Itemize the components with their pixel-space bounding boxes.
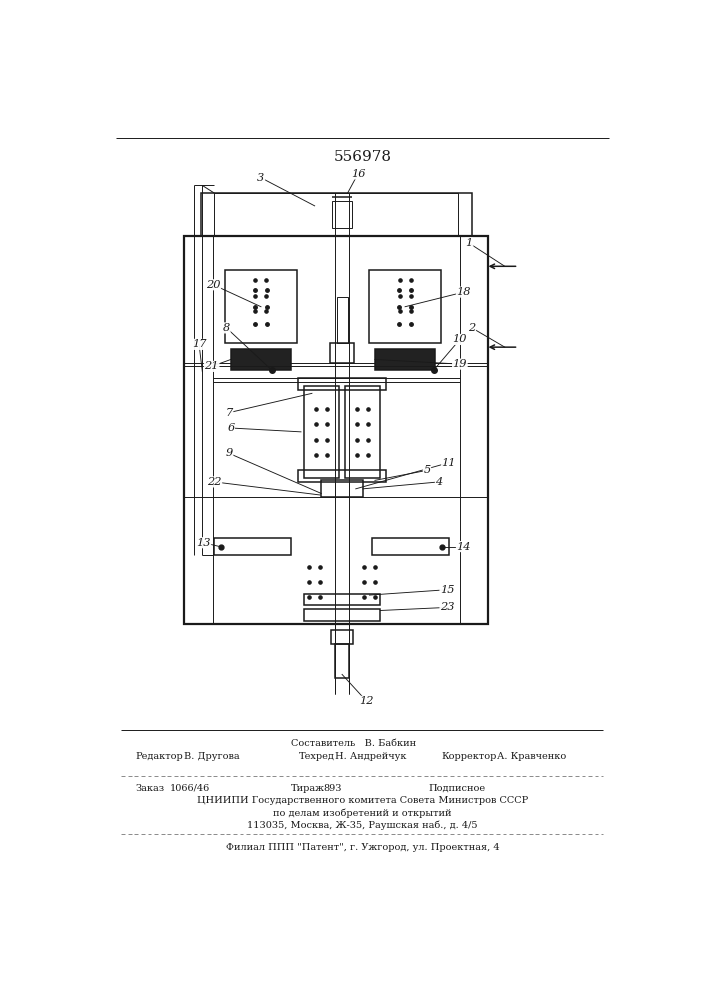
Text: 2: 2	[468, 323, 476, 333]
Bar	[214, 538, 291, 555]
Bar	[332, 201, 352, 228]
Bar	[304, 594, 380, 605]
Text: 14: 14	[457, 542, 471, 552]
Text: 6: 6	[227, 423, 235, 433]
Text: Техред: Техред	[299, 752, 335, 761]
Text: 4: 4	[436, 477, 443, 487]
Bar	[375, 349, 436, 370]
Text: 21: 21	[204, 361, 219, 371]
Bar	[345, 386, 380, 478]
Text: 18: 18	[457, 287, 471, 297]
Bar	[201, 193, 472, 235]
Bar	[226, 270, 297, 343]
Text: 1: 1	[465, 238, 473, 248]
Text: 556978: 556978	[333, 150, 392, 164]
Bar	[330, 343, 354, 363]
Bar	[304, 386, 339, 478]
Text: 3: 3	[257, 173, 264, 183]
Bar	[185, 235, 489, 624]
Text: 9: 9	[226, 448, 233, 458]
Text: 10: 10	[452, 334, 467, 344]
Bar	[214, 193, 458, 235]
Text: Составитель   В. Бабкин: Составитель В. Бабкин	[291, 739, 416, 748]
Text: Н. Андрейчук: Н. Андрейчук	[335, 752, 407, 761]
Text: Корректор: Корректор	[442, 752, 497, 761]
Bar	[372, 538, 449, 555]
Text: 893: 893	[323, 784, 341, 793]
Text: Подписное: Подписное	[428, 784, 485, 793]
Text: по делам изобретений и открытий: по делам изобретений и открытий	[273, 808, 452, 818]
Bar	[335, 644, 349, 678]
Text: 16: 16	[351, 169, 366, 179]
Text: В. Другова: В. Другова	[185, 752, 240, 761]
Bar	[298, 378, 386, 389]
Text: Заказ: Заказ	[135, 784, 164, 793]
Text: 19: 19	[452, 359, 467, 369]
Text: А. Кравченко: А. Кравченко	[496, 752, 566, 761]
Text: ЦНИИПИ Государственного комитета Совета Министров СССР: ЦНИИПИ Государственного комитета Совета …	[197, 796, 528, 805]
Bar	[321, 480, 363, 497]
Text: Филиал ППП "Патент", г. Ужгород, ул. Проектная, 4: Филиал ППП "Патент", г. Ужгород, ул. Про…	[226, 843, 499, 852]
Bar	[304, 609, 380, 620]
Text: 17: 17	[192, 339, 206, 349]
Bar	[370, 270, 440, 343]
Bar	[337, 297, 348, 343]
Text: 23: 23	[440, 602, 455, 612]
Text: 7: 7	[226, 408, 233, 418]
Bar	[298, 470, 386, 482]
Text: 20: 20	[206, 280, 221, 290]
Bar	[231, 349, 291, 370]
Text: 15: 15	[440, 585, 455, 595]
Bar	[331, 630, 353, 644]
Text: 8: 8	[223, 323, 230, 333]
Text: 113035, Москва, Ж-35, Раушская наб., д. 4/5: 113035, Москва, Ж-35, Раушская наб., д. …	[247, 821, 478, 830]
Text: 13: 13	[196, 538, 211, 548]
Text: 22: 22	[207, 477, 222, 487]
Text: 5: 5	[423, 465, 431, 475]
Text: Тираж: Тираж	[291, 784, 325, 793]
Text: 1066/46: 1066/46	[170, 784, 210, 793]
Text: 12: 12	[359, 696, 374, 706]
Text: 11: 11	[442, 458, 456, 468]
Text: Редактор: Редактор	[135, 752, 182, 761]
